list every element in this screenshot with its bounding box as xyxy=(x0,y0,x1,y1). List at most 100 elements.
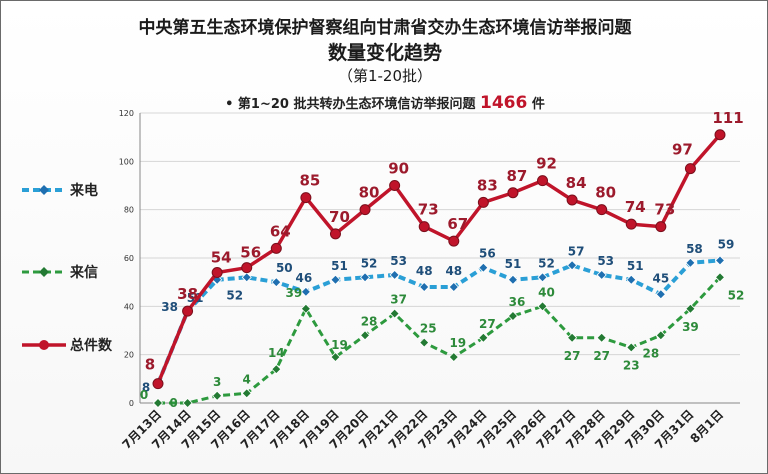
data-point-letter xyxy=(567,332,578,343)
data-label-letter: 19 xyxy=(331,338,348,352)
chart-title: 中央第五生态环境保护督察组向甘肃省交办生态环境信访举报问题 xyxy=(138,18,632,38)
series-total: 8 38 54 56 64 85 70 80 90 73 67 83 87 92 84 80 74 73 97 111 xyxy=(145,109,744,390)
data-point-total xyxy=(655,221,667,233)
data-point-letter xyxy=(655,330,666,341)
data-point-phone xyxy=(419,281,430,293)
data-point-total xyxy=(537,175,549,187)
data-label-total: 54 xyxy=(211,249,232,267)
legend-label-phone: 来电 xyxy=(69,182,98,199)
y-tick-label: 0 xyxy=(129,399,134,408)
data-point-total xyxy=(211,267,223,278)
data-point-letter xyxy=(478,332,489,343)
data-label-phone: 53 xyxy=(597,254,614,268)
data-point-letter xyxy=(152,397,164,409)
legend-label-letter: 来信 xyxy=(69,264,98,281)
data-point-total xyxy=(329,228,341,240)
data-point-total xyxy=(448,235,460,247)
data-label-total: 67 xyxy=(447,215,468,233)
data-point-total xyxy=(389,180,401,191)
data-point-letter xyxy=(359,330,371,341)
data-point-letter xyxy=(212,390,223,401)
data-label-letter: 27 xyxy=(593,349,610,363)
data-label-letter: 0 xyxy=(169,396,177,410)
chart-subtitle: 数量变化趋势 xyxy=(327,42,442,64)
y-tick-label: 60 xyxy=(124,254,134,263)
data-point-letter xyxy=(419,337,430,348)
data-point-phone xyxy=(359,272,371,283)
data-label-letter: 27 xyxy=(564,349,581,363)
data-label-phone: 52 xyxy=(538,256,555,270)
data-label-letter: 27 xyxy=(479,317,496,331)
data-label-total: 92 xyxy=(536,155,557,173)
data-label-total: 83 xyxy=(477,176,498,194)
data-point-letter xyxy=(300,303,311,314)
data-point-total xyxy=(625,218,637,230)
data-point-phone xyxy=(567,260,578,271)
data-label-phone: 51 xyxy=(627,259,644,273)
legend-marker-letter xyxy=(39,267,49,277)
data-point-letter xyxy=(626,342,637,353)
data-label-letter: 40 xyxy=(538,285,555,299)
data-label-total: 90 xyxy=(388,160,409,178)
data-label-letter: 23 xyxy=(623,358,640,372)
data-label-phone: 52 xyxy=(361,256,378,270)
legend-item-letter: 来信 xyxy=(22,264,98,281)
data-point-total xyxy=(300,192,312,204)
data-point-phone xyxy=(685,257,696,268)
data-label-total: 73 xyxy=(418,201,439,219)
note-unit: 件 xyxy=(531,97,545,112)
data-label-phone: 48 xyxy=(445,264,462,278)
data-point-phone xyxy=(596,269,607,280)
data-point-total xyxy=(359,204,371,216)
note-total: 1466 xyxy=(480,93,528,113)
data-label-phone: 52 xyxy=(226,288,243,302)
data-label-letter: 3 xyxy=(213,375,221,389)
chart-note: • 第1~20 批共转办生态环境信访举报问题 1466 件 xyxy=(1,93,768,113)
legend-label-total: 总件数 xyxy=(70,337,113,354)
data-label-total: 80 xyxy=(359,184,380,202)
data-point-total xyxy=(241,262,253,274)
data-point-letter xyxy=(685,303,696,314)
data-label-phone: 46 xyxy=(296,271,313,285)
data-point-phone xyxy=(478,262,489,273)
data-label-total: 64 xyxy=(270,222,291,240)
data-point-letter xyxy=(241,388,252,399)
data-label-phone: 51 xyxy=(505,257,522,271)
data-point-total xyxy=(152,378,164,390)
data-label-phone: 56 xyxy=(479,247,496,261)
data-label-total: 38 xyxy=(177,285,198,303)
data-point-phone xyxy=(537,272,548,283)
legend-item-phone: 来电 xyxy=(22,182,98,199)
data-label-total: 56 xyxy=(240,244,261,262)
data-point-phone xyxy=(626,274,637,285)
data-point-letter xyxy=(714,272,726,283)
data-label-phone: 58 xyxy=(686,242,703,256)
data-label-total: 70 xyxy=(329,208,350,226)
data-label-letter: 14 xyxy=(268,346,285,360)
chart-batch-range: （第1-20批） xyxy=(337,67,433,85)
legend-marker-total xyxy=(39,340,49,350)
data-label-phone: 50 xyxy=(276,261,293,275)
data-point-phone xyxy=(714,255,726,266)
data-point-letter xyxy=(448,352,459,363)
data-label-phone: 51 xyxy=(331,259,348,273)
data-label-total: 84 xyxy=(566,174,587,192)
data-point-total xyxy=(270,242,282,254)
data-point-total xyxy=(596,204,608,216)
y-tick-label: 20 xyxy=(124,351,134,360)
y-tick-label: 80 xyxy=(124,206,134,215)
data-label-phone: 53 xyxy=(390,254,407,268)
data-point-phone xyxy=(241,272,252,283)
data-label-phone: 45 xyxy=(652,271,669,285)
data-label-phone: 57 xyxy=(568,244,585,258)
data-point-letter xyxy=(507,310,519,322)
y-tick-label: 40 xyxy=(124,302,134,311)
data-label-letter: 37 xyxy=(390,293,407,307)
data-point-total xyxy=(684,163,696,175)
legend-marker-phone xyxy=(39,185,49,195)
legend-item-total: 总件数 xyxy=(22,337,113,354)
